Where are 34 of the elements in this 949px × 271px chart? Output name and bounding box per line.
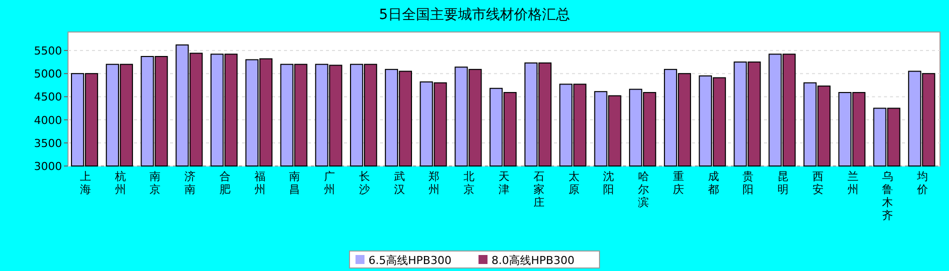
x-tick-label: 太原 <box>568 170 580 196</box>
x-tick-label: 长沙 <box>358 170 370 196</box>
x-tick-label: 乌鲁木齐 <box>882 170 894 222</box>
x-tick-label: 郑州 <box>428 170 440 196</box>
y-tick-label: 5500 <box>34 44 62 58</box>
x-tick-label: 昆明 <box>778 170 789 196</box>
x-tick-label: 北京 <box>464 170 475 196</box>
y-tick-label: 4000 <box>34 114 62 127</box>
y-tick-label: 4500 <box>34 90 62 104</box>
y-tick-label: 3500 <box>34 136 62 150</box>
chart-title: 5日全国主要城市线材价格汇总 <box>379 7 570 23</box>
x-tick-label: 济南 <box>184 170 196 196</box>
x-tick-label: 兰州 <box>847 170 858 196</box>
x-tick-label: 成都 <box>708 170 719 196</box>
legend-label: 6.5高线HPB300 <box>368 254 452 267</box>
x-tick-label: 福州 <box>254 170 266 196</box>
x-tick-label: 重庆 <box>672 170 684 196</box>
x-tick-label: 合肥 <box>219 170 230 196</box>
x-tick-label: 石家庄 <box>533 170 544 209</box>
x-tick-label: 天津 <box>498 170 510 196</box>
x-tick-label: 均价 <box>916 170 928 196</box>
legend-label: 8.0高线HPB300 <box>492 254 574 267</box>
x-tick-label: 杭州 <box>114 170 126 196</box>
y-tick-label: 3000 <box>34 160 62 173</box>
x-tick-label: 西安 <box>812 170 824 196</box>
x-tick-label: 哈尔滨 <box>638 170 650 209</box>
x-tick-label: 南昌 <box>289 170 300 196</box>
x-tick-label: 武汉 <box>394 170 405 196</box>
x-tick-label: 上海 <box>80 170 91 196</box>
x-tick-label: 南京 <box>150 170 161 196</box>
y-tick-label: 5000 <box>34 68 62 81</box>
x-tick-label: 广州 <box>324 170 336 196</box>
x-tick-label: 沈阳 <box>603 170 614 196</box>
x-tick-label: 贵阳 <box>742 170 754 196</box>
